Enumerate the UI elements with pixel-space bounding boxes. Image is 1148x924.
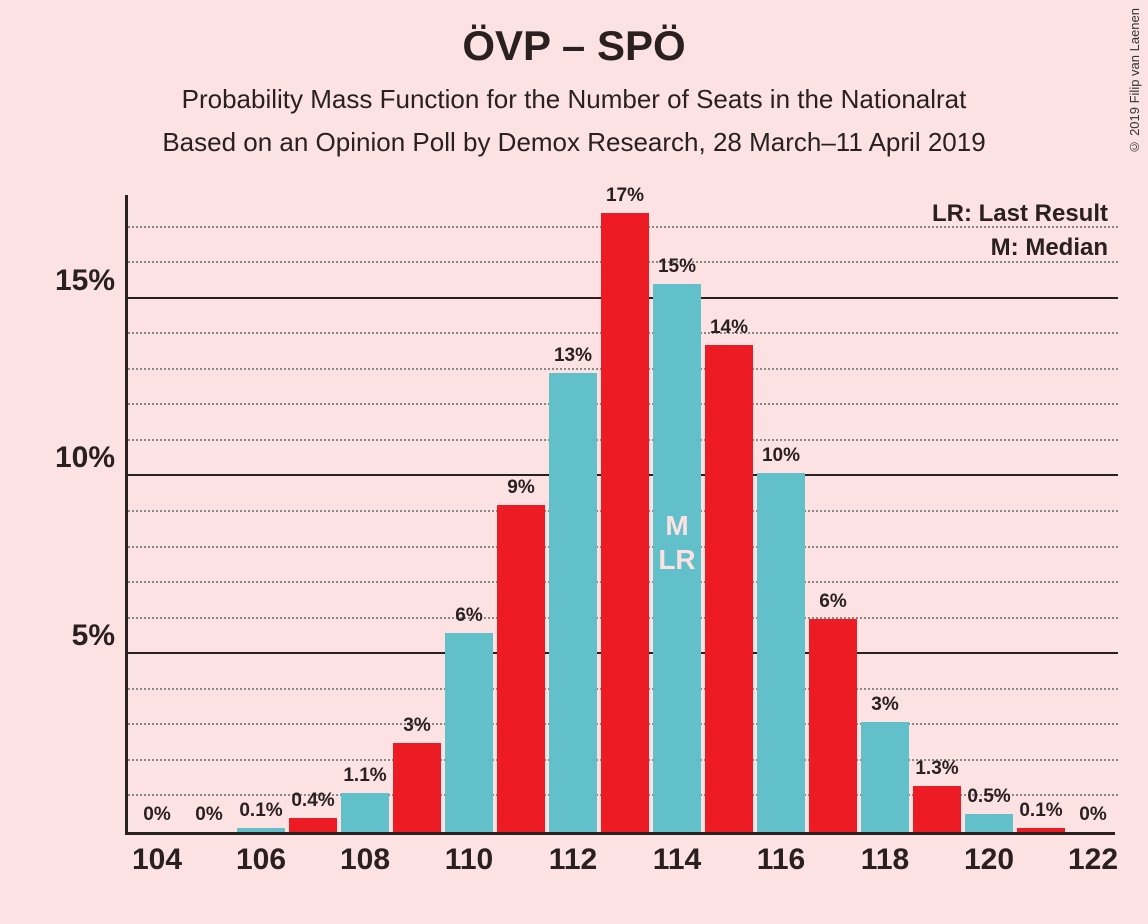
bar-value-label: 0.1% [1019,800,1062,822]
bar [237,828,285,832]
x-axis-label: 112 [549,843,597,877]
bar [1017,828,1065,832]
bar-value-label: 6% [819,591,846,613]
chart-subtitle-1: Probability Mass Function for the Number… [0,84,1148,115]
bar [809,619,857,832]
bar [705,345,753,832]
bar-value-label: 13% [554,345,592,367]
y-axis-label: 10% [35,441,115,475]
bar-value-label: 0% [1079,804,1106,826]
x-axis-label: 104 [132,843,182,877]
bar [393,743,441,832]
x-axis-label: 116 [757,843,805,877]
bar [341,793,389,832]
bar-value-label: 17% [606,185,644,207]
bar-value-label: 3% [403,715,430,737]
bar [965,814,1013,832]
x-axis-label: 120 [964,843,1014,877]
bar-value-label: 14% [710,317,748,339]
bar: MLR [653,284,701,832]
bar-value-label: 0% [195,804,222,826]
chart-area: 5%10%15%1041061081101121141161181201220%… [125,195,1115,835]
bar [861,722,909,832]
bar-value-label: 1.1% [343,765,386,787]
bar [757,473,805,832]
bar-value-label: 10% [762,445,800,467]
bar [497,505,545,832]
copyright-text: © 2019 Filip van Laenen [1127,8,1142,155]
bar [289,818,337,832]
bar-value-label: 1.3% [915,758,958,780]
last-result-marker: LR [653,544,701,576]
x-axis-label: 106 [236,843,286,877]
bar-value-label: 0.1% [239,800,282,822]
bar [445,633,493,832]
bar-value-label: 0.5% [967,786,1010,808]
plot-area: 5%10%15%1041061081101121141161181201220%… [125,195,1115,835]
y-axis-label: 15% [35,264,115,298]
y-axis-label: 5% [35,619,115,653]
x-axis-label: 118 [861,843,909,877]
median-marker: M [653,510,701,542]
chart-subtitle-2: Based on an Opinion Poll by Demox Resear… [0,127,1148,158]
bar [913,786,961,832]
bar [549,373,597,832]
bar-value-label: 6% [455,605,482,627]
bar-value-label: 0.4% [291,790,334,812]
x-axis-label: 114 [653,843,701,877]
bar-value-label: 15% [658,256,696,278]
x-axis-label: 122 [1068,843,1118,877]
x-axis-label: 110 [445,843,493,877]
chart-title: ÖVP – SPÖ [0,0,1148,70]
bar [601,213,649,832]
bar-value-label: 0% [143,804,170,826]
x-axis-label: 108 [340,843,390,877]
bar-value-label: 9% [507,477,534,499]
bar-value-label: 3% [871,694,898,716]
